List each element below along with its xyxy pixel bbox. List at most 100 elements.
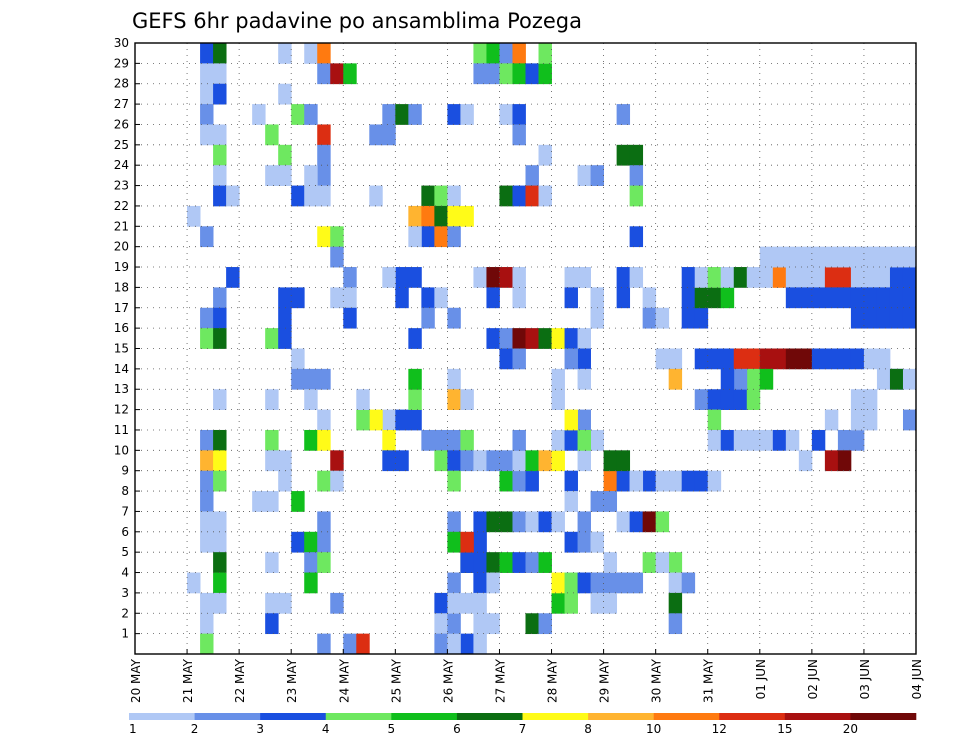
heatmap-cell (733, 389, 748, 410)
heatmap-cell (447, 613, 461, 635)
heatmap-cell (759, 368, 774, 390)
heatmap-cell (291, 104, 305, 125)
heatmap-cell (616, 267, 631, 288)
x-tick-label: 29 MAY (598, 658, 612, 703)
heatmap-cell (616, 450, 631, 472)
y-tick-label: 21 (114, 219, 129, 233)
heatmap-cell (759, 348, 774, 370)
heatmap-cell (551, 572, 565, 594)
heatmap-cell (733, 368, 748, 390)
heatmap-cell (213, 43, 227, 64)
heatmap-cell (512, 328, 526, 349)
heatmap-cell (733, 267, 748, 288)
heatmap-cell (798, 348, 813, 370)
heatmap-cell (746, 267, 761, 288)
heatmap-cell (473, 63, 487, 85)
heatmap-cell (746, 348, 761, 370)
colorbar-label: 20 (843, 722, 858, 736)
colorbar-swatch (194, 713, 261, 720)
heatmap-cell (252, 491, 266, 512)
y-tick-label: 19 (114, 260, 129, 274)
y-tick-label: 28 (114, 77, 129, 91)
y-tick-label: 5 (121, 545, 129, 559)
x-tick-label: 25 MAY (389, 658, 403, 703)
heatmap-cell (408, 368, 422, 390)
heatmap-cell (720, 429, 735, 451)
heatmap-cell (850, 287, 865, 309)
heatmap-cell (460, 552, 474, 573)
heatmap-cell (759, 246, 774, 268)
heatmap-cell (421, 287, 435, 309)
y-tick-label: 13 (114, 382, 129, 396)
heatmap-cell (889, 368, 904, 390)
heatmap-cell (707, 389, 722, 410)
y-tick-label: 16 (114, 321, 129, 335)
heatmap-cell (200, 63, 214, 85)
heatmap-cell (694, 287, 709, 309)
heatmap-cell (629, 267, 644, 288)
heatmap-cell (551, 592, 565, 614)
heatmap-cell (291, 491, 305, 512)
heatmap-cell (876, 287, 891, 309)
y-tick-label: 24 (114, 158, 129, 172)
colorbar-swatch (522, 713, 589, 720)
heatmap-cell (902, 368, 917, 390)
heatmap-cell (460, 450, 474, 472)
y-tick-label: 20 (114, 240, 129, 254)
heatmap-cell (525, 185, 539, 207)
heatmap-cell (837, 429, 852, 451)
x-tick-label: 04 JUN (910, 659, 924, 699)
heatmap-cell (681, 470, 696, 492)
heatmap-cell (811, 429, 826, 451)
heatmap-cell (590, 165, 604, 186)
heatmap-cell (265, 613, 279, 635)
heatmap-cell (850, 409, 865, 431)
heatmap-cell (421, 185, 435, 207)
heatmap-cell (577, 450, 591, 472)
heatmap-cell (720, 287, 735, 309)
heatmap-cell (694, 470, 709, 492)
heatmap-cell (499, 104, 513, 125)
heatmap-cell (655, 348, 670, 370)
heatmap-cell (473, 43, 487, 64)
heatmap-cell (213, 389, 227, 410)
heatmap-cell (200, 83, 214, 105)
heatmap-cell (460, 531, 474, 553)
heatmap-cell (850, 307, 865, 329)
heatmap-cell (512, 63, 526, 85)
y-axis: 1234567891011121314151617181920212223242… (114, 36, 140, 641)
heatmap-cell (382, 429, 396, 451)
colorbar-swatch (719, 713, 786, 720)
heatmap-cell (447, 450, 461, 472)
heatmap-cell (564, 572, 578, 594)
heatmap-cell (382, 124, 396, 146)
heatmap-cell (798, 287, 813, 309)
heatmap-cell (551, 368, 565, 390)
heatmap-cell (577, 572, 591, 594)
heatmap-cell (746, 389, 761, 410)
heatmap-cell (733, 429, 748, 451)
colorbar-swatch (588, 713, 654, 720)
heatmap-cell (694, 389, 709, 410)
heatmap-cell (330, 287, 344, 309)
heatmap-cell (603, 552, 618, 573)
heatmap-cell (772, 267, 787, 288)
x-tick-label: 03 JUN (858, 659, 872, 699)
heatmap-cell (850, 429, 865, 451)
heatmap-cell (304, 531, 318, 553)
heatmap-cell (304, 104, 318, 125)
x-tick-label: 24 MAY (337, 658, 351, 703)
heatmap-cell (707, 267, 722, 288)
heatmap-cell (434, 429, 448, 451)
heatmap-cell (785, 267, 800, 288)
heatmap-cell (265, 450, 279, 472)
heatmap-cell (317, 185, 331, 207)
heatmap-cell (616, 511, 631, 533)
heatmap-cell (486, 572, 500, 594)
heatmap-cell (447, 205, 461, 227)
heatmap-cell (629, 185, 644, 207)
heatmap-cell (304, 165, 318, 186)
heatmap-cell (447, 511, 461, 533)
heatmap-cell (876, 348, 891, 370)
heatmap-cell (252, 104, 266, 125)
